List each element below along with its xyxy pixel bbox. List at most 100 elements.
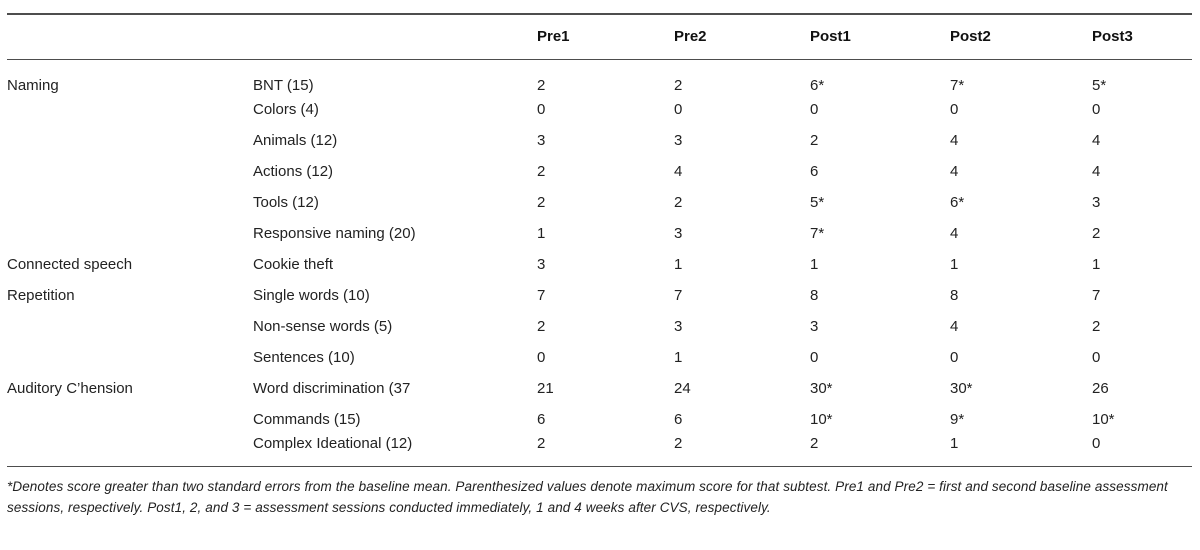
value-cell-pre1: 2: [537, 434, 674, 467]
header-category-blank: [7, 13, 253, 60]
category-cell: Connected speech: [7, 255, 133, 273]
table-row: Auditory C’hension Word discrimination (3…: [7, 373, 1192, 404]
value-cell-post2: 30*: [950, 379, 973, 397]
table-row: Actions (12) 2 4 6 4 4: [7, 156, 1192, 187]
subtest-cell: Word discrimination (37: [253, 379, 411, 397]
subtest-cell: Colors (4): [253, 100, 319, 118]
value-cell-post2: 9*: [950, 410, 965, 428]
value-cell-pre1: 2: [537, 193, 546, 211]
subtest-cell: Cookie theft: [253, 255, 334, 273]
value-cell-post2: 4: [950, 131, 959, 149]
subtest-cell: Non-sense words (5): [253, 317, 393, 335]
header-post2: Post2: [950, 13, 1092, 60]
value-cell-pre2: 4: [674, 162, 683, 180]
value-cell-post1: 6: [810, 162, 819, 180]
value-cell-pre1: 0: [537, 348, 546, 366]
value-cell-pre2: 2: [674, 434, 810, 467]
table-row: Tools (12) 2 2 5* 6* 3: [7, 187, 1192, 218]
value-cell-pre2: 2: [674, 76, 683, 94]
value-cell-pre2: 3: [674, 131, 683, 149]
table-row: Responsive naming (20) 1 3 7* 4 2: [7, 218, 1192, 249]
value-cell-pre1: 3: [537, 131, 546, 149]
value-cell-post2: 7*: [950, 76, 965, 94]
table-row: Colors (4) 0 0 0 0 0: [7, 94, 1192, 125]
value-cell-pre2: 1: [674, 348, 683, 366]
table-row: Connected speech Cookie theft 3 1 1 1 1: [7, 249, 1192, 280]
value-cell-post3: 4: [1092, 162, 1101, 180]
value-cell-post2: 4: [950, 162, 959, 180]
subtest-cell: Complex Ideational (12): [253, 434, 537, 467]
value-cell-post1: 2: [810, 434, 950, 467]
value-cell-post1: 30*: [810, 379, 833, 397]
value-cell-post1: 0: [810, 348, 819, 366]
subtest-cell: Commands (15): [253, 410, 361, 428]
value-cell-pre2: 3: [674, 317, 683, 335]
subtest-cell: BNT (15): [253, 76, 314, 94]
subtest-cell: Single words (10): [253, 286, 370, 304]
value-cell-pre2: 3: [674, 224, 683, 242]
value-cell-post1: 10*: [810, 410, 833, 428]
value-cell-post3: 2: [1092, 317, 1101, 335]
table-row: Complex Ideational (12) 2 2 2 1 0: [7, 434, 1192, 467]
value-cell-post3: 10*: [1092, 410, 1115, 428]
header-post3: Post3: [1092, 13, 1192, 60]
value-cell-post2: 0: [950, 100, 959, 118]
value-cell-pre1: 2: [537, 317, 546, 335]
header-row: Pre1 Pre2 Post1 Post2 Post3: [7, 13, 1192, 60]
value-cell-pre2: 6: [674, 410, 683, 428]
value-cell-post2: 6*: [950, 193, 965, 211]
table-footnote: *Denotes score greater than two standard…: [7, 478, 1168, 515]
category-cell: [7, 342, 253, 373]
value-cell-pre1: 2: [537, 76, 546, 94]
value-cell-post1: 6*: [810, 76, 825, 94]
value-cell-post1: 5*: [810, 193, 825, 211]
value-cell-pre1: 21: [537, 379, 554, 397]
value-cell-pre2: 24: [674, 379, 691, 397]
value-cell-pre1: 2: [537, 162, 546, 180]
category-cell: [7, 156, 253, 187]
value-cell-post3: 4: [1092, 131, 1101, 149]
value-cell-post2: 0: [950, 348, 959, 366]
value-cell-post1: 8: [810, 286, 819, 304]
value-cell-post3: 3: [1092, 193, 1101, 211]
category-cell: Auditory C’hension: [7, 379, 133, 397]
value-cell-post3: 2: [1092, 224, 1101, 242]
table-row: Naming BNT (15) 2 2 6* 7* 5*: [7, 59, 1192, 94]
value-cell-post3: 0: [1092, 434, 1192, 467]
subtest-cell: Actions (12): [253, 162, 334, 180]
value-cell-pre1: 3: [537, 255, 546, 273]
table-row: Animals (12) 3 3 2 4 4: [7, 125, 1192, 156]
value-cell-post1: 3: [810, 317, 819, 335]
category-cell: [7, 434, 253, 467]
header-post1: Post1: [810, 13, 950, 60]
value-cell-post3: 7: [1092, 286, 1101, 304]
value-cell-post1: 1: [810, 255, 819, 273]
header-subtest-blank: [253, 13, 537, 60]
category-cell: [7, 94, 253, 125]
table-header: Pre1 Pre2 Post1 Post2 Post3: [7, 13, 1192, 60]
value-cell-post3: 26: [1092, 379, 1109, 397]
value-cell-post1: 7*: [810, 224, 825, 242]
value-cell-post3: 0: [1092, 100, 1101, 118]
value-cell-pre1: 6: [537, 410, 546, 428]
value-cell-pre2: 0: [674, 100, 683, 118]
value-cell-post2: 1: [950, 434, 1092, 467]
category-cell: [7, 187, 253, 218]
category-cell: [7, 311, 253, 342]
value-cell-pre1: 0: [537, 100, 546, 118]
table-body: Naming BNT (15) 2 2 6* 7* 5* Colors (4) 0 0 0 0 0 Ani…: [7, 59, 1192, 467]
value-cell-post3: 1: [1092, 255, 1101, 273]
subtest-cell: Tools (12): [253, 193, 319, 211]
value-cell-post3: 5*: [1092, 76, 1107, 94]
table-row: Commands (15) 6 6 10* 9* 10*: [7, 404, 1192, 435]
value-cell-pre2: 2: [674, 193, 683, 211]
header-pre2: Pre2: [674, 13, 810, 60]
table-row: Non-sense words (5) 2 3 3 4 2: [7, 311, 1192, 342]
assessment-scores-table: Pre1 Pre2 Post1 Post2 Post3 Naming BNT (1…: [7, 13, 1192, 467]
value-cell-pre2: 1: [674, 255, 683, 273]
category-cell: [7, 218, 253, 249]
table-row: Sentences (10) 0 1 0 0 0: [7, 342, 1192, 373]
category-cell: Naming: [7, 76, 59, 94]
value-cell-pre1: 1: [537, 224, 546, 242]
